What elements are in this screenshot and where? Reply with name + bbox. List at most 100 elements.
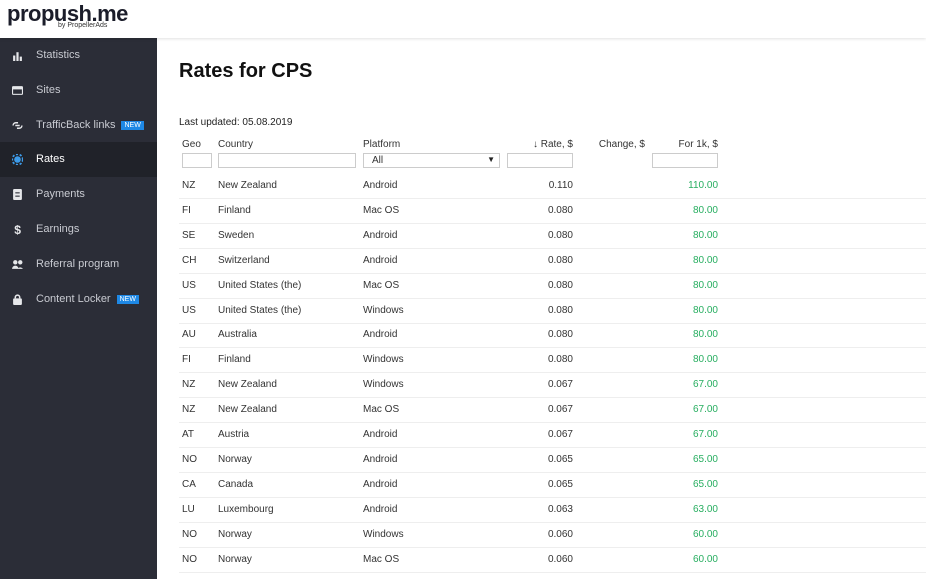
row-separator — [179, 571, 926, 573]
table-cell: Windows — [363, 304, 404, 316]
menu-icon — [12, 154, 23, 166]
table-cell: Android — [363, 329, 398, 341]
table-cell: US — [182, 279, 196, 291]
table-cell: Mac OS — [363, 279, 400, 291]
new-badge: NEW — [116, 294, 139, 304]
filter-input[interactable] — [182, 153, 212, 168]
column-header[interactable]: ↓ Rate, $ — [532, 139, 573, 150]
table-cell: Norway — [218, 453, 252, 465]
table-cell: Finland — [218, 204, 251, 216]
menu-label: Sites — [36, 84, 60, 96]
table-cell: NO — [182, 528, 197, 540]
platform-select[interactable]: All ▼ — [363, 153, 500, 168]
menu-item[interactable]: Payments — [0, 177, 157, 212]
table-cell: NZ — [182, 379, 196, 391]
table-cell: 0.067 — [547, 429, 573, 440]
menu-label-text: Referral program — [36, 257, 120, 270]
table-cell: CH — [182, 254, 197, 266]
menu-label-text: Rates — [36, 153, 65, 166]
menu-label-text: Statistics — [36, 49, 81, 61]
menu-label: Statistics — [36, 49, 80, 61]
table-cell: Switzerland — [218, 254, 270, 266]
table-cell: 0.067 — [547, 379, 573, 391]
menu-item[interactable]: Content Locker NEW — [0, 282, 157, 317]
sidebar: Statistics Sites TrafficBack links NEW Rates… — [0, 38, 157, 579]
table-cell: United States (the) — [218, 279, 302, 291]
filter-input[interactable] — [652, 153, 718, 168]
table-cell: Android — [363, 478, 398, 490]
column-header[interactable]: For 1k, $ — [678, 139, 718, 150]
table-cell: 0.080 — [547, 354, 573, 366]
menu-item[interactable]: Sites — [0, 73, 157, 108]
table-cell: 0.080 — [547, 204, 573, 216]
row-separator — [179, 297, 926, 299]
menu-item[interactable]: Rates — [0, 142, 157, 178]
row-separator — [179, 322, 926, 324]
filter-input[interactable] — [507, 153, 573, 168]
menu-label: Content Locker NEW — [36, 293, 139, 305]
table-cell: 80.00 — [692, 279, 718, 291]
table-cell: 80.00 — [692, 304, 718, 316]
menu-label-text: Content Locker — [36, 292, 111, 305]
row-separator — [179, 222, 926, 224]
row-separator — [179, 347, 926, 349]
table-cell: Norway — [218, 553, 252, 565]
top-bar: propush.me by PropellerAds — [0, 0, 926, 38]
column-header[interactable]: Platform — [363, 139, 401, 150]
last-updated: Last updated: 05.08.2019 — [179, 117, 293, 128]
menu-item[interactable]: Statistics — [0, 38, 157, 73]
logo-subtitle: by PropellerAds — [58, 22, 108, 29]
table-cell: 63.00 — [692, 503, 718, 515]
column-header[interactable]: Change, $ — [598, 139, 645, 150]
menu-icon — [13, 293, 22, 305]
select-arrow: ▼ — [487, 155, 495, 164]
table-cell: 67.00 — [692, 379, 718, 391]
table-cell: 0.080 — [547, 229, 573, 241]
table-cell: Windows — [363, 528, 404, 540]
menu-label: Earnings — [36, 223, 79, 235]
menu-icon: $ — [14, 224, 21, 235]
table-cell: 0.063 — [547, 503, 573, 515]
row-separator — [179, 546, 926, 548]
table-cell: 0.110 — [548, 180, 573, 191]
menu-label-text: TrafficBack links — [36, 118, 116, 131]
table-cell: Canada — [218, 478, 254, 490]
menu-label-text: Payments — [36, 188, 85, 201]
logo[interactable]: propush.me — [7, 1, 128, 26]
menu-icon — [13, 52, 22, 61]
menu-label-text: Sites — [36, 83, 61, 96]
menu-label: Payments — [36, 188, 85, 200]
table-cell: 80.00 — [692, 254, 718, 266]
table-cell: 67.00 — [692, 404, 718, 416]
table-cell: Australia — [218, 329, 257, 341]
column-header[interactable]: Geo — [182, 139, 201, 150]
table-cell: LU — [182, 503, 195, 515]
table-cell: Android — [363, 429, 398, 440]
table-cell: 0.067 — [547, 404, 573, 416]
table-cell: SE — [182, 229, 196, 241]
table-cell: Android — [363, 503, 398, 515]
table-cell: Luxembourg — [218, 503, 274, 515]
table-cell: Finland — [218, 354, 251, 366]
table-cell: 0.060 — [547, 528, 573, 540]
row-separator — [179, 521, 926, 523]
filter-input[interactable] — [218, 153, 356, 168]
table-cell: Mac OS — [363, 404, 400, 416]
table-cell: Android — [363, 229, 398, 241]
table-cell: 110.00 — [688, 180, 718, 191]
table-cell: Norway — [218, 528, 252, 540]
new-badge: NEW — [121, 120, 144, 130]
table-cell: FI — [182, 204, 191, 216]
table-cell: 80.00 — [692, 354, 718, 366]
column-header[interactable]: Country — [218, 139, 254, 150]
menu-item[interactable]: Referral program — [0, 247, 157, 282]
table-cell: 80.00 — [692, 229, 718, 241]
row-separator — [179, 372, 926, 374]
menu-label: Rates — [36, 153, 65, 165]
menu-item[interactable]: $ Earnings — [0, 212, 157, 247]
table-cell: NZ — [182, 404, 196, 416]
menu-item[interactable]: TrafficBack links NEW — [0, 108, 157, 143]
table-cell: 65.00 — [692, 478, 718, 490]
table-cell: 0.080 — [547, 329, 573, 341]
menu-icon — [12, 259, 23, 269]
